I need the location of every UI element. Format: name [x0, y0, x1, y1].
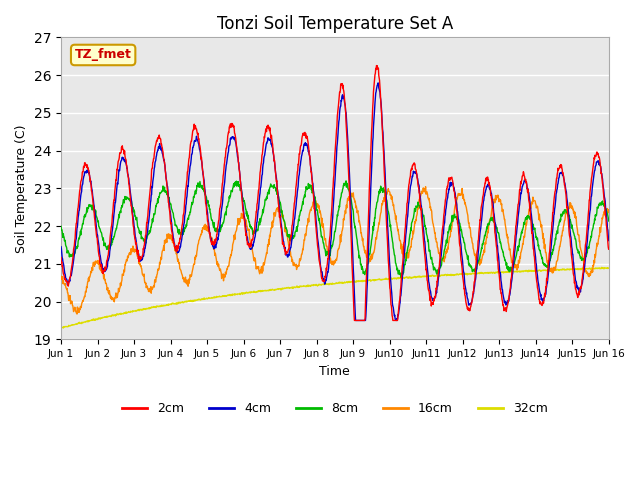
Line: 2cm: 2cm: [61, 66, 609, 321]
Line: 8cm: 8cm: [61, 181, 609, 277]
Legend: 2cm, 4cm, 8cm, 16cm, 32cm: 2cm, 4cm, 8cm, 16cm, 32cm: [117, 397, 553, 420]
4cm: [420, 238, 428, 243]
8cm: [57, 223, 65, 229]
8cm: [342, 178, 350, 184]
32cm: [492, 269, 499, 275]
Title: Tonzi Soil Temperature Set A: Tonzi Soil Temperature Set A: [217, 15, 453, 33]
2cm: [179, 218, 187, 224]
8cm: [540, 263, 548, 268]
2cm: [420, 247, 428, 253]
32cm: [540, 267, 548, 273]
16cm: [73, 311, 81, 317]
16cm: [422, 184, 429, 190]
8cm: [166, 199, 173, 204]
X-axis label: Time: Time: [319, 365, 350, 378]
2cm: [351, 318, 358, 324]
16cm: [57, 274, 65, 279]
16cm: [179, 276, 187, 282]
Text: TZ_fmet: TZ_fmet: [75, 48, 132, 61]
4cm: [374, 80, 382, 86]
16cm: [420, 186, 428, 192]
4cm: [240, 213, 248, 218]
32cm: [58, 325, 65, 331]
4cm: [57, 244, 65, 250]
Line: 16cm: 16cm: [61, 187, 609, 314]
4cm: [540, 295, 548, 300]
32cm: [420, 274, 428, 279]
16cm: [492, 197, 500, 203]
32cm: [179, 300, 187, 305]
32cm: [241, 290, 248, 296]
2cm: [605, 246, 612, 252]
4cm: [605, 238, 612, 243]
16cm: [605, 207, 612, 213]
2cm: [166, 207, 173, 213]
2cm: [57, 255, 65, 261]
32cm: [57, 325, 65, 331]
2cm: [372, 63, 380, 69]
4cm: [166, 204, 173, 210]
32cm: [605, 265, 612, 271]
Line: 32cm: 32cm: [61, 267, 609, 328]
4cm: [492, 230, 500, 236]
16cm: [241, 218, 248, 224]
4cm: [179, 229, 187, 235]
8cm: [240, 198, 248, 204]
4cm: [352, 318, 360, 324]
32cm: [166, 301, 173, 307]
8cm: [492, 225, 500, 230]
2cm: [240, 216, 248, 221]
8cm: [179, 226, 187, 232]
8cm: [397, 275, 404, 280]
2cm: [492, 239, 500, 245]
16cm: [540, 246, 548, 252]
16cm: [166, 236, 173, 241]
8cm: [605, 218, 612, 224]
32cm: [598, 264, 605, 270]
Y-axis label: Soil Temperature (C): Soil Temperature (C): [15, 124, 28, 252]
8cm: [420, 219, 428, 225]
2cm: [540, 295, 548, 300]
Line: 4cm: 4cm: [61, 83, 609, 321]
